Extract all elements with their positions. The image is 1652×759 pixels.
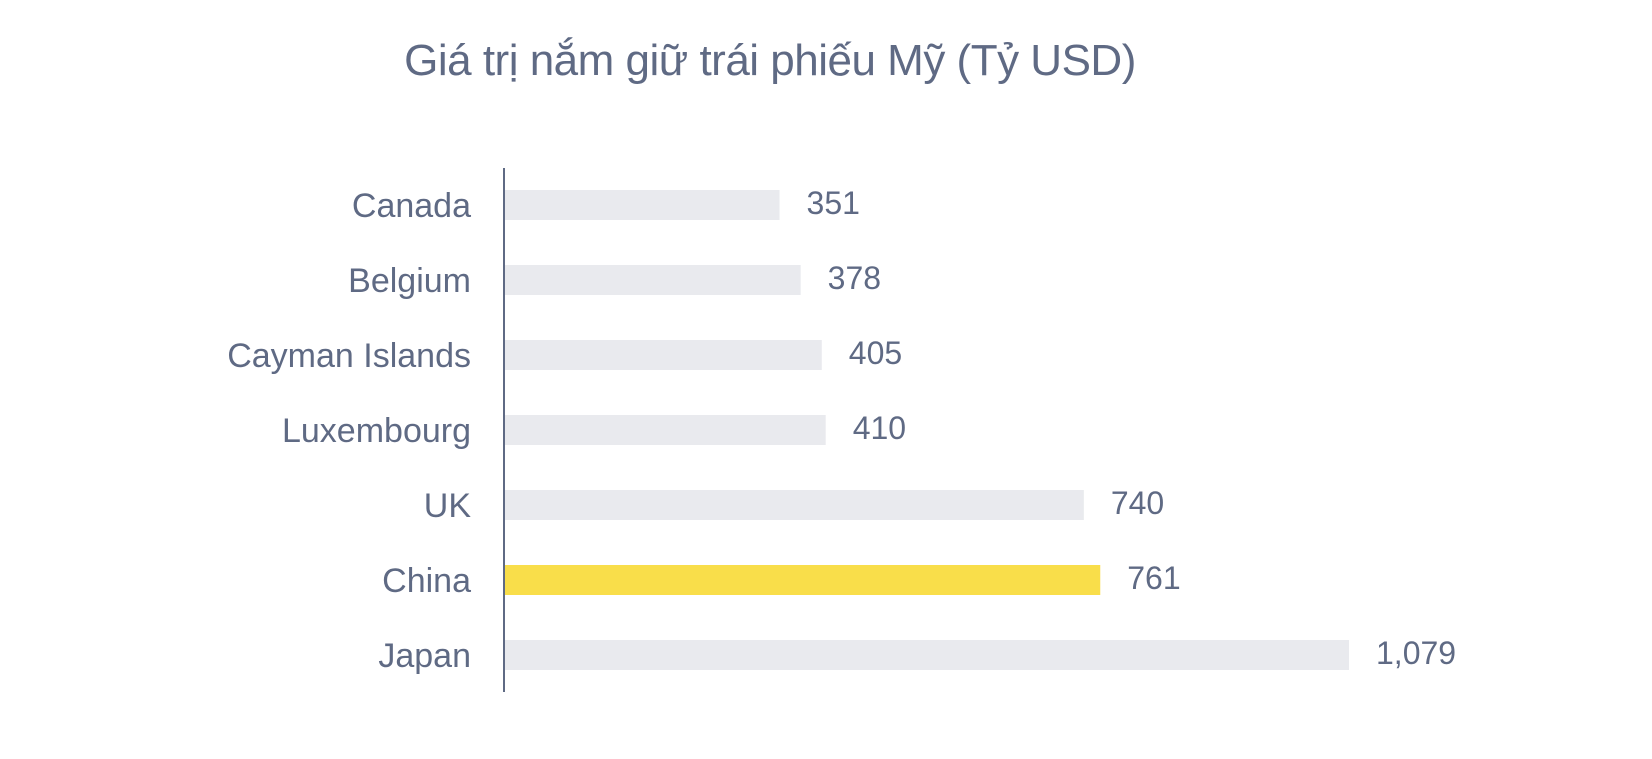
category-label-luxembourg: Luxembourg: [282, 412, 471, 450]
category-label-cayman-islands: Cayman Islands: [227, 337, 471, 375]
category-label-uk: UK: [424, 487, 472, 525]
category-label-china: China: [382, 562, 471, 600]
value-label-cayman-islands: 405: [849, 335, 902, 371]
value-label-belgium: 378: [828, 260, 881, 296]
category-label-canada: Canada: [352, 187, 471, 225]
category-label-belgium: Belgium: [348, 262, 471, 300]
bar-china: [505, 565, 1101, 595]
value-label-uk: 740: [1111, 485, 1164, 521]
bar-luxembourg: [505, 415, 826, 445]
bar-uk: [505, 490, 1084, 520]
value-labels: 351 378 405 410 740 761 1,079: [807, 185, 1457, 671]
value-label-luxembourg: 410: [853, 410, 906, 446]
chart-title: Giá trị nắm giữ trái phiếu Mỹ (Tỷ USD): [404, 36, 1136, 85]
value-label-japan: 1,079: [1376, 635, 1456, 671]
value-label-china: 761: [1127, 560, 1180, 596]
bar-japan: [505, 640, 1349, 670]
value-label-canada: 351: [807, 185, 860, 221]
bar-cayman-islands: [505, 340, 822, 370]
category-labels: Canada Belgium Cayman Islands Luxembourg UK C…: [227, 187, 471, 675]
category-label-japan: Japan: [378, 637, 471, 675]
bars-layer: [505, 190, 1349, 670]
bar-belgium: [505, 265, 801, 295]
bar-canada: [505, 190, 780, 220]
